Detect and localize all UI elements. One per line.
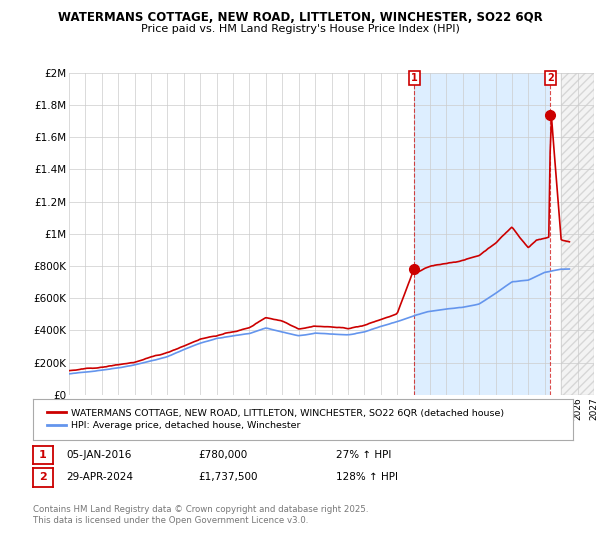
Text: Price paid vs. HM Land Registry's House Price Index (HPI): Price paid vs. HM Land Registry's House …	[140, 24, 460, 34]
Text: 05-JAN-2016: 05-JAN-2016	[66, 450, 131, 460]
Text: 2: 2	[547, 73, 554, 83]
Text: 2: 2	[39, 473, 47, 482]
Text: 1: 1	[411, 73, 418, 83]
Text: Contains HM Land Registry data © Crown copyright and database right 2025.
This d: Contains HM Land Registry data © Crown c…	[33, 505, 368, 525]
Text: £1,737,500: £1,737,500	[198, 472, 257, 482]
Bar	[561, 73, 594, 395]
Bar	[414, 73, 550, 395]
Text: 29-APR-2024: 29-APR-2024	[66, 472, 133, 482]
Text: £780,000: £780,000	[198, 450, 247, 460]
Text: WATERMANS COTTAGE, NEW ROAD, LITTLETON, WINCHESTER, SO22 6QR: WATERMANS COTTAGE, NEW ROAD, LITTLETON, …	[58, 11, 542, 24]
Text: 1: 1	[39, 450, 47, 460]
Text: 27% ↑ HPI: 27% ↑ HPI	[336, 450, 391, 460]
Legend: WATERMANS COTTAGE, NEW ROAD, LITTLETON, WINCHESTER, SO22 6QR (detached house), H: WATERMANS COTTAGE, NEW ROAD, LITTLETON, …	[43, 405, 508, 434]
Text: 128% ↑ HPI: 128% ↑ HPI	[336, 472, 398, 482]
